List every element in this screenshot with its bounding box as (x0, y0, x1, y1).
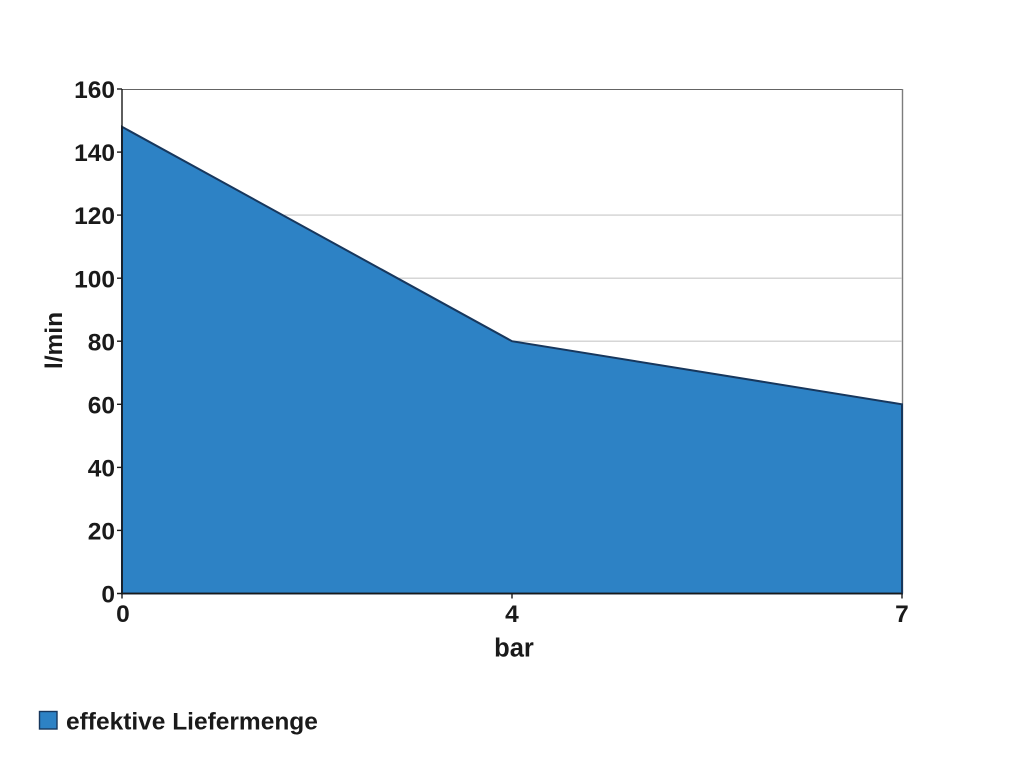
svg-text:80: 80 (88, 329, 115, 356)
svg-text:40: 40 (88, 456, 115, 483)
svg-text:120: 120 (74, 203, 115, 230)
svg-text:20: 20 (88, 519, 115, 546)
svg-text:7: 7 (895, 601, 909, 628)
svg-text:4: 4 (505, 601, 519, 628)
svg-text:60: 60 (88, 392, 115, 419)
svg-text:140: 140 (74, 140, 115, 167)
svg-text:0: 0 (116, 601, 130, 628)
svg-text:160: 160 (74, 77, 115, 104)
svg-text:effektive Liefermenge: effektive Liefermenge (66, 709, 318, 736)
svg-text:bar: bar (494, 635, 534, 663)
svg-text:l/min: l/min (41, 312, 68, 369)
svg-text:0: 0 (101, 582, 115, 609)
svg-text:100: 100 (74, 266, 115, 293)
